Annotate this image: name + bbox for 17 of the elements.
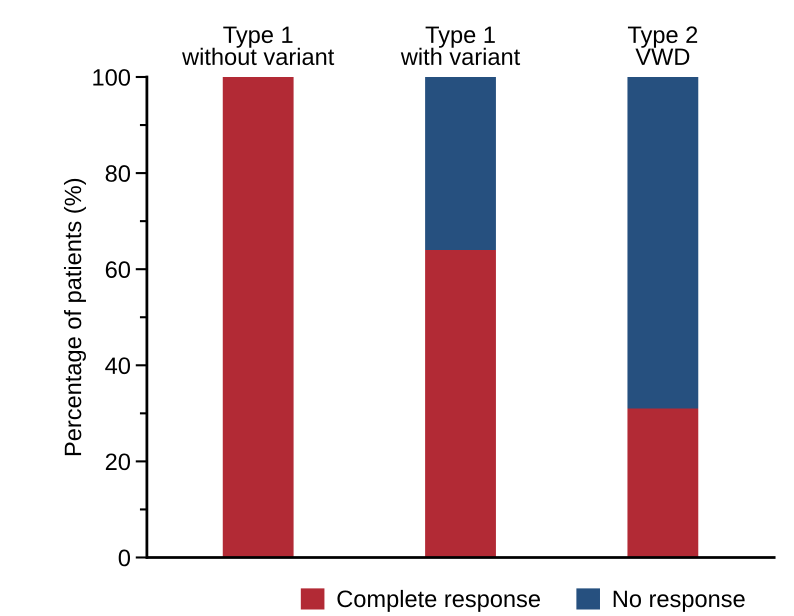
bar: [425, 250, 496, 558]
x-tick-label: Type 1 with variant: [400, 26, 520, 66]
y-tick-label: 0: [118, 550, 130, 566]
bar: [425, 77, 496, 250]
y-tick-label: 80: [106, 165, 130, 182]
y-tick-label: 100: [93, 69, 130, 86]
legend-label: No response: [614, 590, 745, 612]
x-tick-label: Type 2 VWD: [628, 26, 698, 65]
bar: [222, 77, 294, 558]
legend-label: Complete response: [337, 590, 540, 612]
bar: [627, 77, 698, 409]
y-tick-label: 20: [106, 453, 130, 470]
x-tick-label: Type 1 without variant: [182, 26, 334, 66]
bar: [627, 408, 698, 558]
y-tick-label: 40: [105, 357, 130, 374]
y-axis-title: Percentage of patients (%): [64, 178, 86, 456]
y-tick-label: 60: [106, 261, 130, 278]
